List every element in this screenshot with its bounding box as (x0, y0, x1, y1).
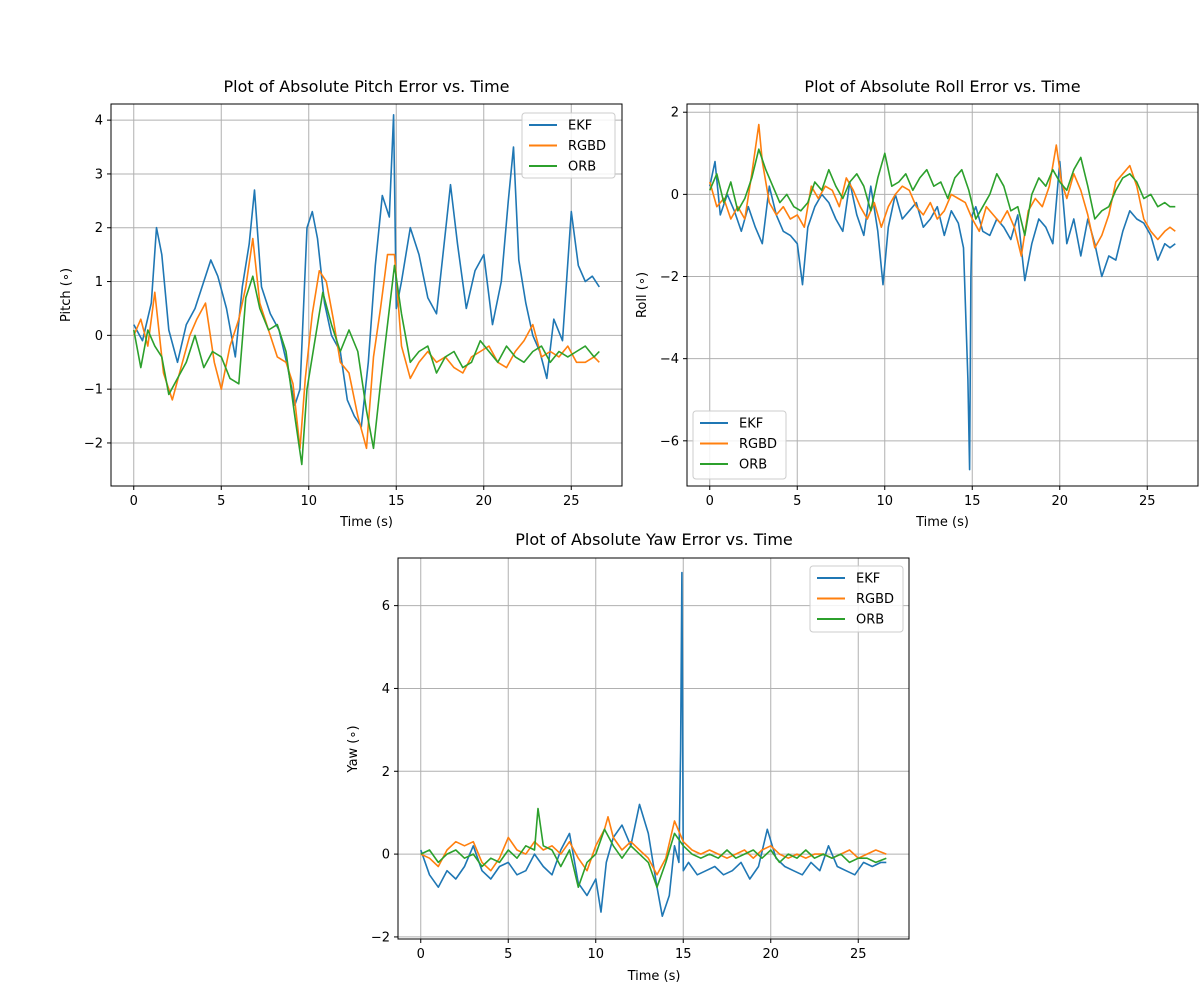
roll-plot-frame (686, 103, 1199, 487)
roll-plot-xlabel: Time (s) (915, 515, 969, 530)
yaw-plot-frame (397, 557, 910, 940)
roll-series-rgbd-line (709, 123, 1176, 257)
roll-xtick-label: 25 (1139, 494, 1156, 509)
pitch-xtick-label: 20 (475, 494, 492, 509)
roll-ytick-label: 0 (671, 188, 679, 203)
pitch-ytick-label: 2 (95, 221, 103, 236)
pitch-xtick-label: 5 (217, 494, 225, 509)
yaw-xtick-label: 5 (504, 947, 512, 962)
yaw-plot-xlabel: Time (s) (627, 969, 681, 984)
yaw-xtick-label: 25 (850, 947, 867, 962)
pitch-series-ekf-line (133, 114, 600, 428)
pitch-ytick-label: −1 (84, 383, 103, 398)
pitch-plot-title: Plot of Absolute Pitch Error vs. Time (223, 77, 509, 96)
roll-xtick-label: 10 (876, 494, 893, 509)
pitch-series-rgbd-line (133, 237, 600, 450)
yaw-xtick-label: 10 (587, 947, 604, 962)
pitch-xtick-label: 10 (300, 494, 317, 509)
yaw-ytick-label: 0 (382, 848, 390, 863)
yaw-legend-box (809, 565, 904, 633)
roll-xtick-label: 15 (964, 494, 981, 509)
yaw-ytick-label: 6 (382, 599, 390, 614)
pitch-ytick-label: 0 (95, 329, 103, 344)
roll-plot-ylabel: Roll (∘) (635, 272, 650, 318)
pitch-ytick-label: 1 (95, 275, 103, 290)
roll-legend-label-rgbd: RGBD (739, 437, 777, 452)
yaw-series-ekf-line (420, 571, 887, 918)
roll-plot-title: Plot of Absolute Roll Error vs. Time (804, 77, 1080, 96)
roll-xtick-label: 0 (706, 494, 714, 509)
pitch-ytick-label: 4 (95, 114, 103, 129)
yaw-ytick-label: 2 (382, 765, 390, 780)
yaw-plot: Plot of Absolute Yaw Error vs. Time 0 5 10… (346, 530, 910, 984)
roll-plot: Plot of Absolute Roll Error vs. Time 0 5 1… (635, 77, 1199, 530)
yaw-ytick-label: −2 (371, 930, 390, 945)
roll-xtick-label: 5 (793, 494, 801, 509)
yaw-xtick-label: 20 (762, 947, 779, 962)
pitch-plot-legend: EKF RGBD ORB (521, 112, 616, 179)
pitch-plot-ylabel: Pitch (∘) (59, 268, 74, 322)
roll-ytick-label: −4 (660, 352, 679, 367)
pitch-plot-xlabel: Time (s) (339, 515, 393, 530)
roll-series-orb-line (709, 148, 1176, 237)
pitch-legend-label-rgbd: RGBD (568, 139, 606, 154)
roll-legend-label-ekf: EKF (739, 417, 763, 432)
yaw-plot-ylabel: Yaw (∘) (346, 725, 361, 773)
pitch-ytick-label: −2 (84, 436, 103, 451)
pitch-xtick-label: 0 (130, 494, 138, 509)
roll-plot-legend: EKF RGBD ORB (692, 410, 787, 480)
pitch-plot: Plot of Absolute Pitch Error vs. Time 0 5… (59, 77, 623, 530)
yaw-legend-label-orb: ORB (856, 613, 884, 628)
roll-legend-label-orb: ORB (739, 458, 767, 473)
yaw-xtick-label: 0 (417, 947, 425, 962)
yaw-legend-label-ekf: EKF (856, 572, 880, 587)
pitch-ytick-label: 3 (95, 167, 103, 182)
roll-ytick-label: −6 (660, 434, 679, 449)
pitch-plot-frame (110, 103, 623, 487)
pitch-xtick-label: 25 (563, 494, 580, 509)
yaw-legend-label-rgbd: RGBD (856, 592, 894, 607)
yaw-series-orb-line (420, 807, 887, 889)
pitch-legend-label-ekf: EKF (568, 119, 592, 134)
roll-legend-box (692, 410, 787, 480)
roll-series-ekf-line (709, 160, 1176, 471)
yaw-plot-title: Plot of Absolute Yaw Error vs. Time (515, 530, 793, 549)
yaw-series-rgbd-line (420, 815, 887, 876)
yaw-xtick-label: 15 (675, 947, 692, 962)
pitch-legend-box (521, 112, 616, 179)
roll-xtick-label: 20 (1051, 494, 1068, 509)
pitch-series-orb-line (133, 264, 600, 466)
pitch-legend-label-orb: ORB (568, 160, 596, 175)
yaw-ytick-label: 4 (382, 682, 390, 697)
roll-ytick-label: 2 (671, 106, 679, 121)
yaw-plot-legend: EKF RGBD ORB (809, 565, 904, 633)
pitch-xtick-label: 15 (388, 494, 405, 509)
roll-ytick-label: −2 (660, 270, 679, 285)
